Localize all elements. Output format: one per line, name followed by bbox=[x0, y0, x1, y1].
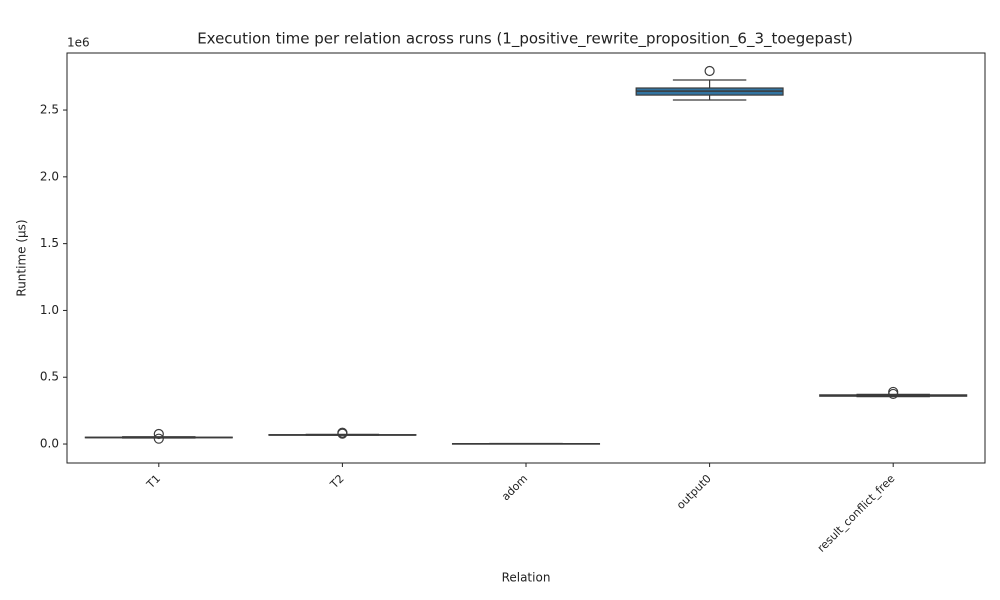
chart-title: Execution time per relation across runs … bbox=[197, 30, 853, 49]
y-tick-label: 2.5 bbox=[40, 103, 59, 117]
y-offset-label: 1e6 bbox=[67, 36, 90, 50]
outlier bbox=[704, 65, 715, 77]
x-axis-label: Relation bbox=[502, 571, 551, 585]
outlier bbox=[337, 428, 348, 439]
y-axis-label: Runtime (µs) bbox=[15, 219, 29, 296]
y-tick-label: 2.0 bbox=[40, 169, 59, 183]
outlier bbox=[153, 433, 164, 444]
y-tick-label: 0.5 bbox=[40, 370, 59, 384]
outlier bbox=[888, 388, 899, 400]
y-tick-label: 1.5 bbox=[40, 236, 59, 250]
outlier bbox=[153, 428, 164, 440]
y-tick-label: 1.0 bbox=[40, 303, 59, 317]
y-tick-label: 0.0 bbox=[40, 437, 59, 451]
